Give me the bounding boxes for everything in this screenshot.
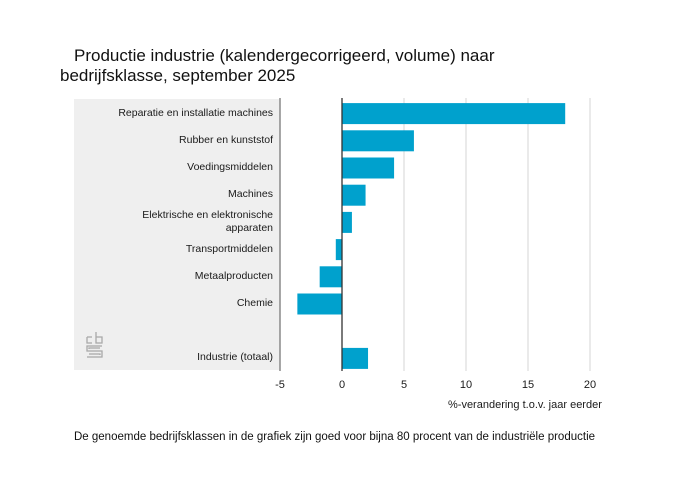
category-label: Rubber en kunststof (73, 134, 273, 147)
category-label: Metaalproducten (73, 270, 273, 283)
bar (342, 130, 414, 152)
category-label-line: apparaten (225, 221, 273, 234)
category-label-line: Machines (228, 188, 273, 201)
x-axis-label: %-verandering t.o.v. jaar eerder (448, 399, 602, 411)
category-label-line: Metaalproducten (194, 269, 273, 282)
footnote: De genoemde bedrijfsklassen in de grafie… (74, 431, 596, 443)
category-label-line: Industrie (totaal) (197, 351, 273, 364)
bar (342, 347, 369, 369)
x-tick-label: 15 (522, 379, 534, 391)
x-tick-label: 5 (401, 379, 407, 391)
category-label-line: Chemie (236, 297, 273, 309)
chart-title-line-2: bedrijfsklasse, september 2025 (60, 66, 296, 85)
bar (297, 293, 342, 315)
x-tick-label: 20 (584, 379, 596, 391)
category-label: Chemie (73, 297, 273, 310)
category-label: Machines (73, 188, 273, 201)
chart-title-line-1: Productie industrie (kalendergecorrigeer… (74, 46, 495, 65)
category-label-line: Transportmiddelen (185, 242, 273, 255)
bar (319, 266, 342, 288)
category-label-line: Rubber en kunststof (179, 133, 273, 146)
bar (342, 157, 395, 179)
category-label: Elektrische en elektronische apparaten (73, 209, 273, 235)
category-label-line: Voedingsmiddelen (187, 161, 273, 173)
bar (335, 239, 342, 261)
category-label-line: Reparatie en installatie machines (118, 106, 273, 119)
category-label-line: Elektrische en elektronische (142, 208, 273, 221)
chart-title: Productie industrie (kalendergecorrigeer… (60, 46, 520, 86)
bar (342, 211, 352, 233)
category-label: Reparatie en installatie machines (73, 107, 273, 120)
category-label-panel: Reparatie en installatie machines Rubber … (74, 99, 280, 370)
category-label: Voedingsmiddelen (73, 161, 273, 174)
x-tick-label: 10 (460, 379, 472, 391)
category-label: Industrie (totaal) (73, 351, 273, 364)
category-label: Transportmiddelen (73, 243, 273, 256)
x-tick-label: -5 (275, 379, 285, 391)
bar (342, 103, 566, 125)
cbs-logo-icon (86, 332, 103, 358)
bar (342, 184, 366, 206)
x-tick-label: 0 (339, 379, 345, 391)
